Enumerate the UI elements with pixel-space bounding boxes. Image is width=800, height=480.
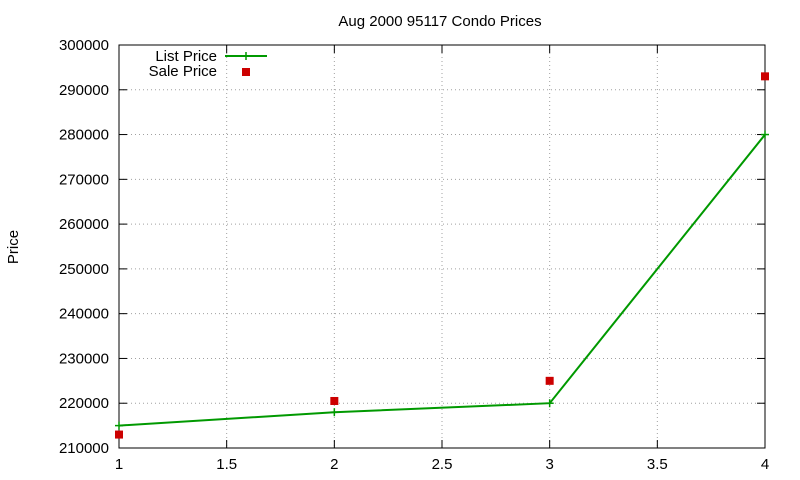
y-tick-label: 220000 [59, 395, 109, 412]
y-tick-label: 210000 [59, 440, 109, 457]
x-tick-label: 1.5 [216, 456, 237, 473]
x-tick-label: 2 [330, 456, 338, 473]
legend-label-list-price: List Price [155, 48, 217, 65]
legend-marker-list-price [242, 52, 250, 60]
list-price-point [330, 408, 339, 417]
y-tick-label: 270000 [59, 171, 109, 188]
list-price-line [118, 133, 766, 427]
x-tick-label: 2.5 [432, 456, 453, 473]
y-tick-label: 300000 [59, 37, 109, 54]
sale-price-point [761, 72, 769, 81]
x-tick-labels: 1 1.5 2 2.5 3 3.5 4 [115, 456, 769, 473]
y-tick-label: 290000 [59, 82, 109, 99]
sale-price-point [115, 430, 123, 439]
y-tick-labels: 210000 220000 230000 240000 250000 260000 2700… [59, 37, 109, 457]
y-tick-label: 240000 [59, 306, 109, 323]
legend-marker-sale-price [242, 68, 250, 76]
sale-price-point [330, 396, 339, 405]
x-tick-label: 4 [761, 456, 769, 473]
legend-label-sale-price: Sale Price [149, 63, 217, 80]
x-tick-label: 3.5 [647, 456, 668, 473]
grid [119, 45, 765, 448]
list-price-point [545, 399, 554, 408]
x-tick-label: 3 [545, 456, 553, 473]
y-tick-label: 260000 [59, 216, 109, 233]
y-tick-label: 280000 [59, 127, 109, 144]
axis-ticks [118, 44, 766, 449]
chart-title: Aug 2000 95117 Condo Prices [338, 13, 541, 30]
y-tick-label: 250000 [59, 261, 109, 278]
y-tick-label: 230000 [59, 350, 109, 367]
y-axis-label: Price [5, 230, 22, 264]
list-price-point [115, 421, 123, 430]
x-tick-label: 1 [115, 456, 123, 473]
sale-price-point [545, 376, 554, 385]
list-price-point [761, 130, 769, 139]
legend: List Price Sale Price [149, 48, 267, 80]
series [115, 72, 769, 439]
